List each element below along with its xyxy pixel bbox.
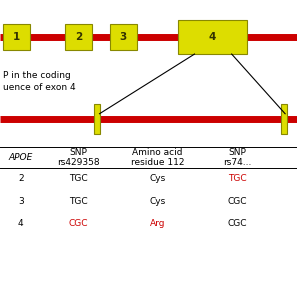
Text: 3: 3 [18,197,24,206]
Text: Cys: Cys [149,197,165,206]
Text: APOE: APOE [9,153,33,162]
Bar [110,24,137,50]
Text: CGC: CGC [69,219,89,228]
Bar [281,104,287,134]
Text: Amino acid
residue 112: Amino acid residue 112 [131,148,184,167]
Text: 4: 4 [18,219,23,228]
Text: CGC: CGC [228,219,247,228]
Text: CGC: CGC [228,197,247,206]
Text: SNP
rs74...: SNP rs74... [223,148,252,167]
Text: Cys: Cys [149,174,165,184]
Text: 2: 2 [75,32,82,42]
Text: TGC: TGC [69,174,88,184]
Bar [94,104,100,134]
Text: P in the coding: P in the coding [3,71,71,80]
Text: 4: 4 [209,32,216,42]
Text: 3: 3 [120,32,127,42]
Text: SNP
rs429358: SNP rs429358 [57,148,100,167]
Text: uence of exon 4: uence of exon 4 [3,83,76,92]
Text: Arg: Arg [150,219,165,228]
Text: 2: 2 [18,174,23,184]
Text: TGC: TGC [228,174,247,184]
Text: TGC: TGC [69,197,88,206]
Bar [65,24,92,50]
Bar [178,20,247,54]
Text: 1: 1 [13,32,20,42]
Bar [3,24,30,50]
